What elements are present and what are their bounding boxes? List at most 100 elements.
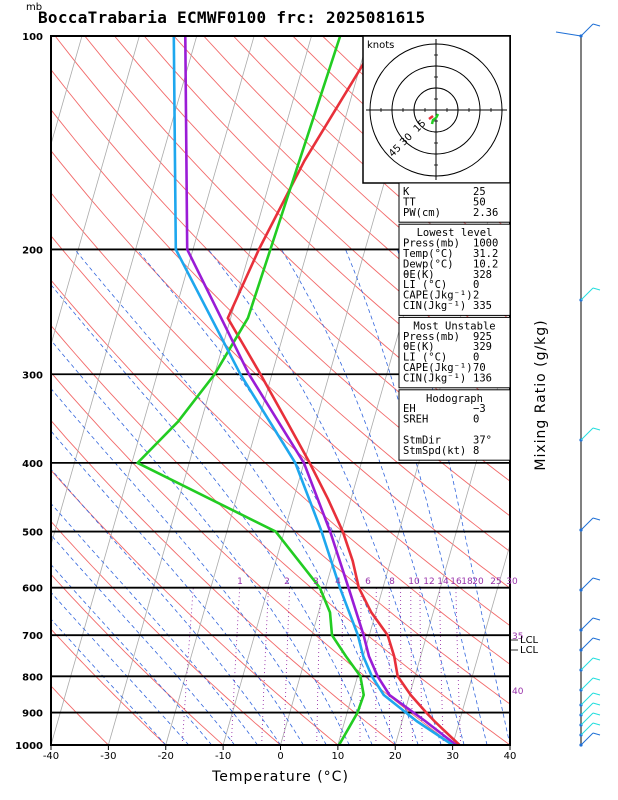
wind-barb xyxy=(580,577,594,591)
moist-adiabat xyxy=(51,502,258,745)
index-label: StmSpd(kt) xyxy=(403,445,466,457)
index-block xyxy=(398,182,511,223)
index-value: 2 xyxy=(473,290,479,302)
index-label: SREH xyxy=(403,414,428,426)
wind-barb-flag xyxy=(592,657,601,661)
pressure-tick-label: 500 xyxy=(22,528,43,539)
wind-barb xyxy=(555,31,582,37)
wind-barb-flag xyxy=(592,732,601,736)
x-tick-label: -30 xyxy=(100,751,116,762)
index-value: 328 xyxy=(473,269,492,281)
wind-barb xyxy=(580,287,594,301)
lcl-label: LCL xyxy=(520,635,539,646)
wind-barb-flag xyxy=(592,287,601,291)
wind-barb-flag xyxy=(592,637,601,641)
mixing-ratio-label: 1 xyxy=(237,577,243,587)
index-label: TT xyxy=(403,196,416,208)
isotherm xyxy=(51,36,198,547)
wind-barb xyxy=(580,677,594,691)
index-label: CAPE(Jkg⁻¹) xyxy=(403,362,473,374)
mixing-ratio-label: 12 xyxy=(423,577,434,587)
wind-barb xyxy=(580,657,594,671)
index-label: θE(K) xyxy=(403,269,435,281)
dry-adiabat xyxy=(51,520,281,745)
pressure-tick-label: 1000 xyxy=(15,741,43,752)
side-label: 35 xyxy=(512,632,523,642)
hodograph-trace xyxy=(430,116,437,125)
index-value: 329 xyxy=(473,341,492,353)
index-block-header: Lowest level xyxy=(417,227,493,239)
x-tick-label: 30 xyxy=(446,751,459,762)
isotherm xyxy=(165,36,370,745)
dry-adiabat xyxy=(51,685,109,745)
index-label: LI (°C) xyxy=(403,352,447,364)
hodograph-unit-label: knots xyxy=(367,40,394,51)
hodograph-trace xyxy=(428,115,434,120)
side-label: 40 xyxy=(512,687,524,697)
dry-adiabat xyxy=(51,192,510,627)
wind-barb-flag xyxy=(592,23,601,27)
mixing-ratio-label: 14 xyxy=(437,577,449,587)
moist-adiabat xyxy=(51,534,235,745)
isotherm xyxy=(452,543,510,745)
moist-adiabat xyxy=(51,563,212,745)
x-tick-label: -40 xyxy=(43,751,59,762)
x-tick-label: 10 xyxy=(332,751,345,762)
pressure-tick-label: 600 xyxy=(22,584,43,595)
moist-adiabat xyxy=(51,618,167,745)
index-value: 37° xyxy=(473,434,492,446)
pressure-tick-label: 300 xyxy=(22,370,43,381)
profile-line-2 xyxy=(184,36,457,745)
index-value: 335 xyxy=(473,300,492,312)
index-label: Temp(°C) xyxy=(403,248,454,260)
index-block xyxy=(398,223,511,316)
wind-barb-flag xyxy=(592,677,601,681)
wind-barb-flag xyxy=(592,722,601,726)
wind-barb-flag xyxy=(592,692,601,696)
index-value: 25 xyxy=(473,186,486,198)
dry-adiabat xyxy=(51,279,510,705)
y-axis-label: Mixing Ratio (g/kg) xyxy=(533,319,549,470)
moist-adiabat xyxy=(51,430,304,745)
index-block-header: Hodograph xyxy=(426,393,483,405)
index-label: LI (°C) xyxy=(403,279,447,291)
mixing-ratio-label: 30 xyxy=(506,577,518,587)
wind-barb xyxy=(580,722,594,736)
wind-barb-flag xyxy=(592,702,601,706)
profile-line-3 xyxy=(172,36,454,745)
wind-barb xyxy=(580,517,594,531)
pressure-tick-label: 900 xyxy=(22,709,43,720)
wind-barb-flag xyxy=(592,427,601,431)
mixing-ratio-label: 4 xyxy=(335,577,341,587)
mixing-ratio-line xyxy=(230,587,241,745)
wind-barb xyxy=(580,617,594,631)
x-tick-label: -10 xyxy=(215,751,231,762)
index-block xyxy=(398,389,511,461)
dry-adiabat xyxy=(54,36,510,482)
x-tick-label: 0 xyxy=(277,751,283,762)
dry-adiabat xyxy=(84,36,510,448)
mixing-ratio-label: 20 xyxy=(472,577,484,587)
mixing-ratio-line xyxy=(283,587,291,745)
pressure-tick-label: 700 xyxy=(22,631,43,642)
index-label: CIN(Jkg⁻¹) xyxy=(403,300,466,312)
index-label: EH xyxy=(403,403,416,415)
dry-adiabat xyxy=(51,469,339,745)
isotherm xyxy=(0,36,25,745)
index-value: 31.2 xyxy=(473,248,498,260)
pressure-tick-label: 400 xyxy=(22,459,43,470)
index-value: 0 xyxy=(473,414,479,426)
wind-barb-flag xyxy=(592,712,601,716)
mixing-ratio-label: 18 xyxy=(461,577,473,587)
isotherm xyxy=(51,36,140,346)
chart-title: BoccaTrabaria ECMWF0100 frc: 2025081615 xyxy=(38,8,426,27)
wind-barb xyxy=(580,637,594,651)
mixing-ratio-label: 6 xyxy=(365,577,371,587)
wind-barb xyxy=(580,732,594,746)
index-value: 0 xyxy=(473,279,479,291)
index-label: Press(mb) xyxy=(403,331,460,343)
index-value: 925 xyxy=(473,331,492,343)
index-value: 0 xyxy=(473,352,479,364)
wind-barb-flag xyxy=(592,517,601,521)
index-label: θE(K) xyxy=(403,341,435,353)
